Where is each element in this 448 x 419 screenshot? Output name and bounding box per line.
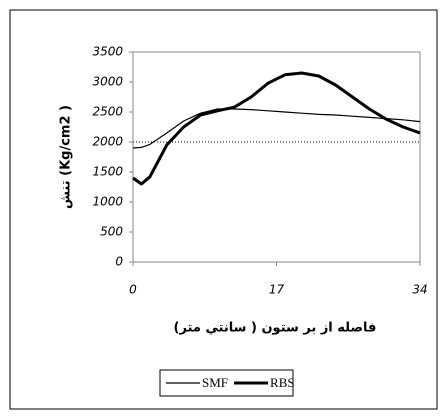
frame: [9, 9, 438, 410]
x-tick-label: 17: [269, 283, 285, 297]
y-tick-label: 2000: [92, 135, 123, 149]
y-tick-label: 2500: [92, 105, 123, 119]
x-tick-label: 0: [129, 283, 137, 297]
y-tick-label: 500: [100, 225, 123, 239]
y-axis-title: تنش (Kg/cm2 ): [59, 105, 74, 209]
y-tick-label: 1500: [92, 165, 123, 179]
y-tick-label: 3000: [92, 75, 123, 89]
series-line: [132, 71, 421, 186]
y-tick-label: 1000: [92, 195, 123, 209]
y-tick-label: 3500: [92, 45, 123, 59]
y-tick-label: 0: [115, 255, 123, 269]
legend-box: [159, 369, 294, 397]
legend-label: SMF: [202, 375, 228, 390]
series-line: [132, 108, 421, 149]
x-tick-label: 34: [412, 283, 427, 297]
x-axis-title: فاصله از بر ستون ( سانتي متر): [174, 321, 377, 336]
legend-label: RBS: [270, 375, 295, 390]
